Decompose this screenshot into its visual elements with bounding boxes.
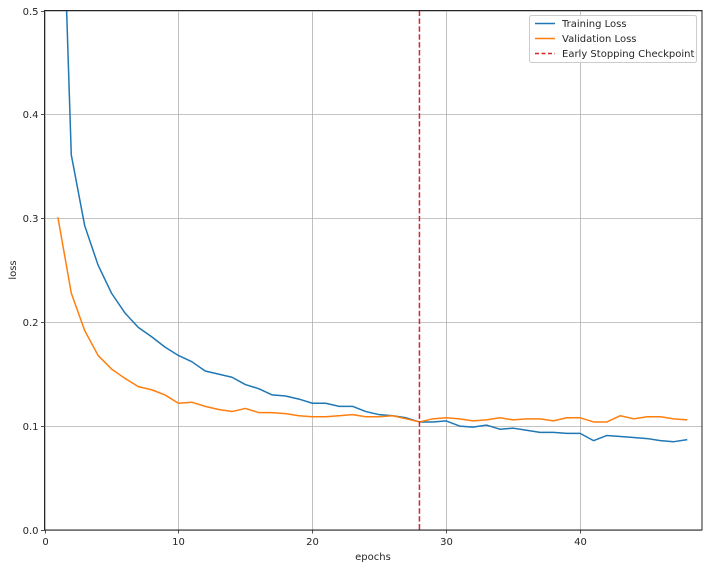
y-tick-label: 0.3 <box>23 214 39 225</box>
gridlines <box>44 10 702 531</box>
training-loss-line <box>65 10 688 443</box>
y-tick-label: 0.0 <box>23 526 39 537</box>
legend: Training Loss Validation Loss Early Stop… <box>529 15 697 63</box>
y-tick-label: 0.4 <box>23 110 39 121</box>
x-tick-label: 20 <box>306 537 319 548</box>
x-tick-label: 0 <box>42 537 48 548</box>
plot-lines <box>57 10 688 530</box>
axes-frame <box>44 10 703 531</box>
legend-box <box>529 15 697 63</box>
validation-loss-line <box>57 217 688 423</box>
y-tick-label: 0.1 <box>23 422 39 433</box>
y-tick-label: 0.5 <box>23 7 39 18</box>
legend-checkpoint-label: Early Stopping Checkpoint <box>562 49 695 60</box>
y-axis-label: loss <box>8 260 19 279</box>
x-axis-label: epochs <box>355 552 391 563</box>
x-tick-label: 30 <box>440 537 453 548</box>
x-tick-label: 40 <box>574 537 587 548</box>
legend-validation-label: Validation Loss <box>562 34 637 45</box>
x-tick-label: 10 <box>172 537 185 548</box>
legend-training-label: Training Loss <box>561 19 627 30</box>
axis-ticks: 0 10 20 30 40 0.0 0.1 0.2 0.3 0.4 0.5 <box>23 7 587 548</box>
y-tick-label: 0.2 <box>23 318 39 329</box>
